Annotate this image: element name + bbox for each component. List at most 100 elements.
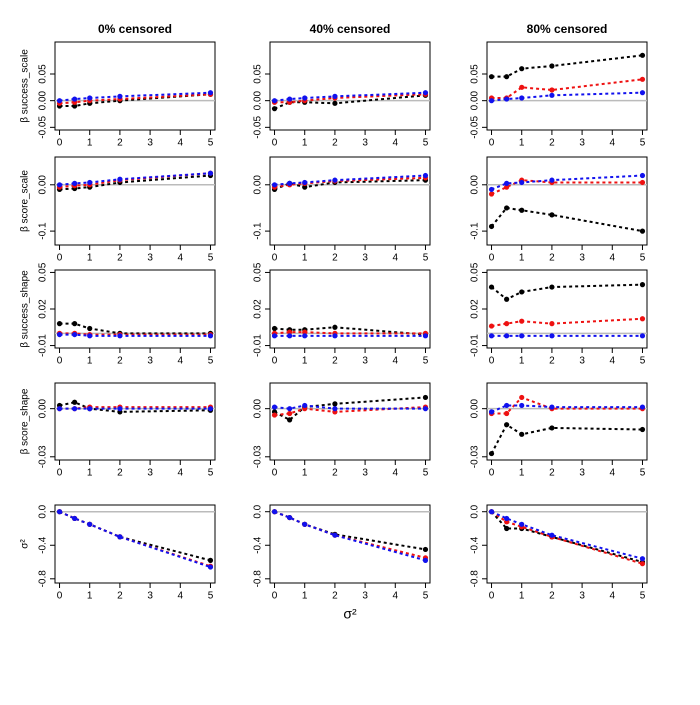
point [639, 561, 646, 567]
x-tick-label: 2 [549, 591, 555, 602]
plot-frame [54, 269, 216, 349]
point [287, 514, 293, 521]
x-tick-label: 0 [57, 591, 63, 602]
point [271, 182, 278, 188]
x-tick-label: 4 [178, 591, 184, 602]
point [117, 534, 123, 540]
series-line [274, 174, 426, 186]
plot-frame [54, 382, 216, 461]
x-tick-label: 3 [147, 253, 153, 264]
plot-frame [54, 504, 216, 584]
x-tick-label: 0 [489, 591, 495, 602]
y-tick-label: 0.0 [38, 504, 49, 518]
y-tick-label: -0.1 [38, 222, 49, 240]
point [56, 98, 63, 104]
point [72, 515, 78, 522]
x-tick-label: 5 [423, 591, 429, 602]
point [639, 228, 646, 234]
point [504, 180, 510, 186]
point [422, 333, 429, 339]
x-tick-label: 1 [519, 356, 525, 367]
point [207, 557, 214, 563]
point [117, 176, 123, 182]
point [56, 509, 63, 515]
series-line [491, 54, 643, 78]
point [207, 406, 214, 412]
x-tick-label: 5 [208, 591, 214, 602]
point [271, 106, 278, 112]
point [488, 284, 495, 290]
y-tick-label: 0.00 [470, 398, 481, 418]
y-tick-label: -0.03 [38, 445, 49, 468]
point [639, 52, 646, 58]
x-tick-label: 5 [423, 253, 429, 264]
x-tick-label: 5 [423, 356, 429, 367]
point [56, 406, 63, 412]
point [639, 556, 646, 562]
x-tick-label: 2 [549, 468, 555, 479]
x-tick-label: 1 [519, 468, 525, 479]
series-line [490, 423, 643, 455]
x-tick-label: 3 [147, 138, 153, 149]
y-tick-label: -0.4 [253, 536, 264, 554]
x-tick-label: 1 [302, 591, 308, 602]
plot-frame [54, 156, 216, 246]
point [117, 93, 123, 99]
series-line [491, 396, 643, 415]
x-tick-label: 1 [302, 253, 308, 264]
x-tick-label: 3 [579, 138, 585, 149]
x-tick-label: 4 [610, 253, 616, 264]
point [87, 179, 93, 186]
x-tick-label: 1 [519, 591, 525, 602]
y-tick-label: 0.00 [253, 90, 264, 110]
point [504, 422, 510, 428]
x-tick-label: 0 [57, 253, 63, 264]
y-axis-label: β score_shape [20, 388, 31, 454]
x-tick-label: 0 [272, 138, 278, 149]
point [488, 509, 495, 515]
y-tick-label: 0.00 [38, 398, 49, 418]
point [639, 179, 646, 186]
point [504, 525, 510, 532]
point [488, 191, 495, 197]
x-tick-label: 0 [489, 138, 495, 149]
x-tick-label: 4 [610, 356, 616, 367]
point [639, 333, 646, 339]
point [549, 321, 555, 327]
point [519, 207, 525, 213]
point [72, 180, 78, 186]
y-tick-label: 0.05 [470, 262, 481, 282]
x-tick-label: 1 [87, 591, 93, 602]
x-tick-label: 3 [362, 356, 368, 367]
point [488, 323, 495, 329]
x-tick-label: 2 [117, 591, 123, 602]
point [504, 402, 510, 409]
y-tick-label: -0.4 [38, 536, 49, 554]
y-tick-label: -0.8 [470, 570, 481, 588]
plot-frame [269, 504, 431, 584]
x-tick-label: 1 [302, 468, 308, 479]
y-tick-label: 0.0 [470, 504, 481, 518]
point [271, 404, 278, 410]
point [302, 95, 308, 101]
point [87, 325, 93, 332]
series-line [274, 91, 426, 102]
y-tick-label: -0.01 [470, 334, 481, 357]
x-tick-label: 3 [579, 591, 585, 602]
point [549, 284, 555, 290]
x-tick-label: 0 [272, 253, 278, 264]
point [639, 172, 646, 179]
x-tick-label: 5 [640, 253, 646, 264]
point [87, 521, 93, 527]
series-line [59, 322, 211, 335]
point [302, 329, 308, 335]
point [207, 333, 214, 339]
point [519, 318, 525, 324]
y-tick-label: -0.1 [470, 222, 481, 240]
y-tick-label: -0.05 [38, 116, 49, 139]
point [87, 333, 93, 339]
point [549, 177, 555, 183]
point [72, 331, 78, 338]
point [488, 409, 495, 415]
point [504, 410, 510, 417]
